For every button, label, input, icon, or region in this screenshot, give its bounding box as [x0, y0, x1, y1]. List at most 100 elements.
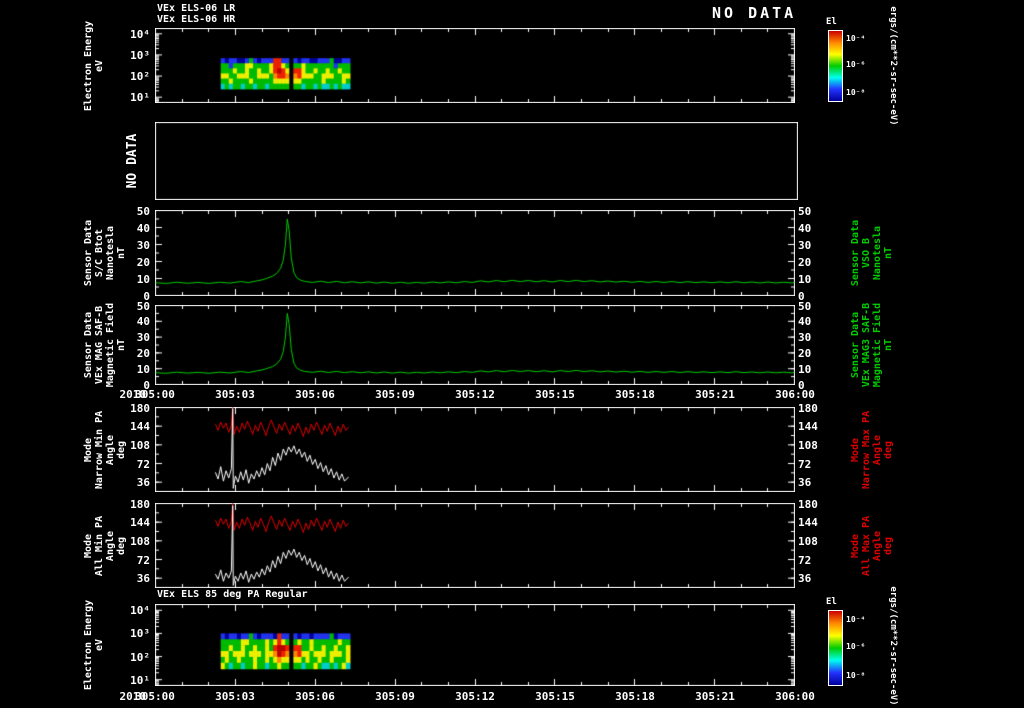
x-tick-label: 305:00 — [135, 690, 175, 703]
x-tick-label: 305:09 — [375, 690, 415, 703]
y-tick-label: 40 — [136, 221, 150, 235]
x-tick-label: 305:15 — [535, 388, 575, 401]
y-tick-label: 108 — [798, 534, 818, 548]
axis-label-line: Sensor Data — [850, 219, 861, 287]
x-axis-year-bottom: 2010 — [119, 690, 147, 703]
y-tick-label: 36 — [136, 476, 150, 490]
colorbar-bottom-tick-label: 10⁻⁶ — [846, 641, 866, 651]
axis-label-stack: NO DATA — [125, 134, 140, 189]
x-tick-label: 306:00 — [775, 388, 815, 401]
x-tick-label: 305:18 — [615, 690, 655, 703]
y-tick-label: 50 — [798, 204, 812, 218]
axis-label-line: Mode — [83, 533, 94, 558]
axis-label-line: Narrow Max PA — [861, 410, 872, 489]
y-tick-label: 10⁴ — [130, 27, 150, 41]
y-tick-label: 36 — [136, 572, 150, 586]
axis-label-line: nT — [883, 246, 894, 260]
y-tick-label: 50 — [136, 204, 150, 218]
panel-els-85-canvas — [155, 604, 795, 686]
x-tick-label: 305:12 — [455, 690, 495, 703]
x-tick-label: 305:03 — [215, 388, 255, 401]
colorbar-bottom-title: El — [826, 597, 837, 607]
y-tick-label: 10 — [798, 272, 812, 286]
x-tick-label: 305:18 — [615, 388, 655, 401]
y-tick-label: 0 — [798, 378, 805, 392]
axis-label-line: VSO B — [861, 237, 872, 269]
axis-label-line: Magnetic Field — [872, 302, 883, 388]
axis-label-stack: Mode Narrow Max PA Angle deg — [850, 410, 894, 488]
y-tick-label: 50 — [136, 299, 150, 313]
x-axis-year-mid: 2010 — [119, 388, 147, 401]
panel-empty-canvas — [155, 122, 798, 200]
y-tick-label: 10¹ — [130, 91, 150, 105]
no-data-banner: NO DATA — [712, 4, 797, 22]
panel-all-pa-canvas — [155, 503, 795, 588]
y-tick-label: 10⁴ — [130, 604, 150, 618]
axis-label-line: Mode — [850, 437, 861, 462]
axis-label-line: nT — [883, 338, 894, 352]
panel-mag-saf-canvas — [155, 305, 795, 385]
y-tick-label: 40 — [798, 221, 812, 235]
y-tick-label: 0 — [143, 289, 150, 303]
axis-label-line: Mode — [83, 437, 94, 462]
colorbar-top: El 10⁻⁴ 10⁻⁶ 10⁻⁸ — [826, 17, 865, 102]
y-tick-label: 30 — [798, 331, 812, 345]
axis-label-stack: Sensor Data VSO B Nanotesla nT — [850, 220, 894, 286]
axis-label-line: Electron Energy — [83, 599, 94, 691]
y-tick-label: 10³ — [130, 627, 150, 641]
y-tick-label: 180 — [130, 497, 150, 511]
x-tick-label: 305:21 — [695, 690, 735, 703]
axis-label-line: Sensor Data — [83, 311, 94, 379]
axis-label-line: Angle — [872, 530, 883, 561]
axis-label-line: Mode — [850, 533, 861, 558]
y-tick-label: 20 — [798, 346, 812, 360]
y-tick-label: 30 — [798, 238, 812, 252]
x-tick-label: 305:09 — [375, 388, 415, 401]
y-tick-label: 72 — [136, 457, 150, 471]
y-tick-label: 10² — [130, 70, 150, 84]
x-tick-label: 305:06 — [295, 690, 335, 703]
axis-label-line: All Max PA — [861, 515, 872, 576]
colorbar-bottom-gradient — [828, 610, 843, 686]
y-tick-label: 180 — [130, 401, 150, 415]
y-tick-label: 144 — [130, 516, 150, 530]
y-tick-label: 30 — [136, 331, 150, 345]
y-tick-label: 10 — [136, 272, 150, 286]
colorbar-bottom-tick-label: 10⁻⁸ — [846, 670, 866, 680]
y-tick-label: 40 — [136, 315, 150, 329]
axis-label-line: deg — [883, 536, 894, 555]
y-tick-label: 50 — [798, 299, 812, 313]
y-tick-label: 20 — [136, 346, 150, 360]
axis-label-line: Electron Energy — [83, 20, 94, 111]
y-tick-label: 108 — [130, 438, 150, 452]
y-tick-label: 180 — [798, 497, 818, 511]
x-tick-label: 305:15 — [535, 690, 575, 703]
y-tick-label: 30 — [136, 238, 150, 252]
y-tick-label: 0 — [143, 378, 150, 392]
colorbar-top-tick-label: 10⁻⁴ — [846, 34, 866, 44]
y-tick-label: 36 — [798, 476, 812, 490]
x-tick-label: 305:12 — [455, 388, 495, 401]
x-tick-label: 305:00 — [135, 388, 175, 401]
y-tick-label: 72 — [798, 457, 812, 471]
plot-title-line2: VEx ELS-06 HR — [157, 14, 236, 25]
y-tick-label: 20 — [798, 255, 812, 269]
colorbar-bottom: El 10⁻⁴ 10⁻⁶ 10⁻⁸ — [826, 597, 865, 686]
axis-label-line: Sensor Data — [83, 219, 94, 287]
y-tick-label: 10² — [130, 650, 150, 664]
y-tick-label: 20 — [136, 255, 150, 269]
panel-els-top-canvas — [155, 28, 795, 103]
y-tick-label: 36 — [798, 572, 812, 586]
axis-label-line: Nanotesla — [872, 225, 883, 281]
y-tick-label: 40 — [798, 315, 812, 329]
plot-title-line1: VEx ELS-06 LR — [157, 3, 236, 14]
colorbar-top-unit-label: ergs/(cm**2-sr-sec-eV) — [888, 6, 898, 126]
panel-els85-title: VEx ELS 85 deg PA Regular — [157, 589, 308, 600]
panel-narrow-pa-canvas — [155, 407, 795, 492]
y-tick-label: 10 — [136, 362, 150, 376]
y-tick-label: 10 — [798, 362, 812, 376]
y-tick-label: 10¹ — [130, 673, 150, 687]
colorbar-top-tick-label: 10⁻⁶ — [846, 60, 866, 70]
axis-label-line: deg — [883, 440, 894, 459]
colorbar-top-gradient — [828, 30, 843, 102]
